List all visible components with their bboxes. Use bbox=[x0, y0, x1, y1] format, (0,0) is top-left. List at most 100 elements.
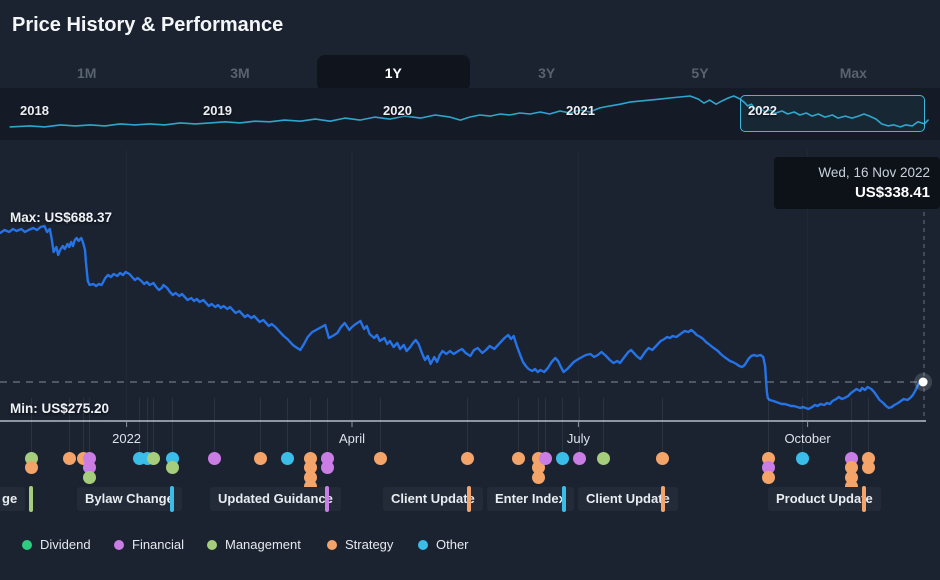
event-label[interactable]: Bylaw Change bbox=[77, 487, 182, 511]
minimap-chart bbox=[9, 95, 929, 128]
x-tick-label-2022: 2022 bbox=[112, 431, 142, 446]
other-legend-dot bbox=[418, 539, 428, 550]
legend-label: Dividend bbox=[40, 537, 91, 552]
event-leader-line bbox=[214, 398, 215, 452]
legend-item-other[interactable]: Other bbox=[418, 537, 469, 552]
minimap-year-2018: 2018 bbox=[20, 103, 49, 118]
event-leader-line bbox=[172, 398, 173, 452]
event-label-bar bbox=[325, 486, 329, 512]
strategy-event-dot[interactable] bbox=[761, 470, 775, 484]
legend-label: Management bbox=[225, 537, 301, 552]
legend-label: Strategy bbox=[345, 537, 394, 552]
price-chart[interactable] bbox=[0, 145, 940, 430]
event-label-bar bbox=[862, 486, 866, 512]
legend-item-strategy[interactable]: Strategy bbox=[327, 537, 393, 552]
event-leader-line bbox=[562, 398, 563, 452]
event-leader-line bbox=[380, 398, 381, 452]
price-tooltip: Wed, 16 Nov 2022 US$338.41 bbox=[774, 157, 940, 209]
event-label-bar bbox=[661, 486, 665, 512]
financial-legend-dot bbox=[114, 539, 124, 550]
strategy-event-dot[interactable] bbox=[373, 451, 387, 465]
minimap-year-2021: 2021 bbox=[566, 103, 595, 118]
event-leader-line bbox=[287, 398, 288, 452]
legend-label: Financial bbox=[132, 537, 185, 552]
strategy-event-dot[interactable] bbox=[24, 461, 38, 474]
event-leader-line bbox=[768, 398, 769, 452]
page-title: Price History & Performance bbox=[12, 14, 284, 36]
legend-item-financial[interactable]: Financial bbox=[114, 537, 184, 552]
event-label[interactable]: Product Update bbox=[768, 487, 881, 511]
event-leader-line bbox=[868, 398, 869, 452]
event-leader-line bbox=[467, 398, 468, 452]
current-price-dot bbox=[918, 377, 928, 387]
financial-event-dot[interactable] bbox=[320, 461, 334, 474]
management-event-dot[interactable] bbox=[165, 461, 179, 474]
event-leader-line bbox=[69, 398, 70, 452]
financial-event-dot[interactable] bbox=[538, 451, 552, 465]
event-leader-line bbox=[153, 398, 154, 452]
legend-item-dividend[interactable]: Dividend bbox=[22, 537, 91, 552]
other-event-dot[interactable] bbox=[280, 451, 294, 465]
financial-event-dot[interactable] bbox=[207, 451, 221, 465]
strategy-event-dot[interactable] bbox=[253, 451, 267, 465]
event-label[interactable]: Updated Guidance bbox=[210, 487, 341, 511]
minimap-year-2022: 2022 bbox=[748, 103, 777, 118]
event-leader-line bbox=[310, 398, 311, 452]
management-event-dot[interactable] bbox=[146, 451, 160, 465]
strategy-event-dot[interactable] bbox=[655, 451, 669, 465]
event-leader-line bbox=[147, 398, 148, 452]
tab-3y[interactable]: 3Y bbox=[538, 65, 556, 81]
tab-1m[interactable]: 1M bbox=[76, 65, 97, 81]
event-leader-line bbox=[260, 398, 261, 452]
other-event-dot[interactable] bbox=[555, 451, 569, 465]
event-label[interactable]: ge bbox=[0, 487, 26, 511]
event-label-bar bbox=[467, 486, 471, 512]
tab-5y[interactable]: 5Y bbox=[691, 65, 709, 81]
event-leader-line bbox=[518, 398, 519, 452]
range-tabs: 1M 3M 1Y 3Y 5Y Max bbox=[10, 55, 930, 91]
tooltip-price: US$338.41 bbox=[854, 184, 930, 201]
event-leader-line bbox=[851, 398, 852, 452]
event-leader-line bbox=[545, 398, 546, 452]
event-leader-line bbox=[579, 398, 580, 452]
minimap-year-2020: 2020 bbox=[383, 103, 412, 118]
strategy-legend-dot bbox=[327, 539, 337, 550]
strategy-event-dot[interactable] bbox=[511, 451, 525, 465]
legend-item-management[interactable]: Management bbox=[207, 537, 301, 552]
minimap[interactable]: 2018 2019 2020 2021 2022 bbox=[0, 88, 940, 140]
management-event-dot[interactable] bbox=[596, 451, 610, 465]
event-label[interactable]: Client Update bbox=[383, 487, 483, 511]
strategy-event-dot[interactable] bbox=[861, 461, 875, 474]
minimap-line bbox=[9, 95, 929, 128]
event-leader-line bbox=[83, 398, 84, 452]
financial-event-dot[interactable] bbox=[572, 451, 586, 465]
event-leader-line bbox=[538, 398, 539, 452]
dividend-legend-dot bbox=[22, 539, 32, 550]
strategy-event-dot[interactable] bbox=[62, 451, 76, 465]
event-leader-line bbox=[802, 398, 803, 452]
tab-3m[interactable]: 3M bbox=[230, 65, 250, 81]
management-legend-dot bbox=[207, 539, 217, 550]
event-leader-line bbox=[662, 398, 663, 452]
min-price-label: Min: US$275.20 bbox=[10, 401, 110, 416]
event-label-bar bbox=[170, 486, 174, 512]
tab-max[interactable]: Max bbox=[839, 65, 867, 81]
event-leader-line bbox=[603, 398, 604, 452]
event-label[interactable]: Enter Index bbox=[487, 487, 574, 511]
other-event-dot[interactable] bbox=[795, 451, 809, 465]
minimap-selection[interactable] bbox=[740, 95, 925, 132]
strategy-event-dot[interactable] bbox=[531, 470, 545, 484]
max-price-label: Max: US$688.37 bbox=[10, 210, 113, 225]
event-leader-line bbox=[89, 398, 90, 452]
legend-label: Other bbox=[436, 537, 469, 552]
x-tick-label-april: April bbox=[339, 431, 366, 446]
strategy-event-dot[interactable] bbox=[460, 451, 474, 465]
management-event-dot[interactable] bbox=[82, 470, 96, 484]
event-label-bar bbox=[29, 486, 33, 512]
event-leader-line bbox=[31, 398, 32, 452]
price-line bbox=[0, 224, 925, 411]
minimap-year-2019: 2019 bbox=[203, 103, 232, 118]
tab-1y[interactable]: 1Y bbox=[316, 55, 470, 91]
event-leader-line bbox=[327, 398, 328, 452]
